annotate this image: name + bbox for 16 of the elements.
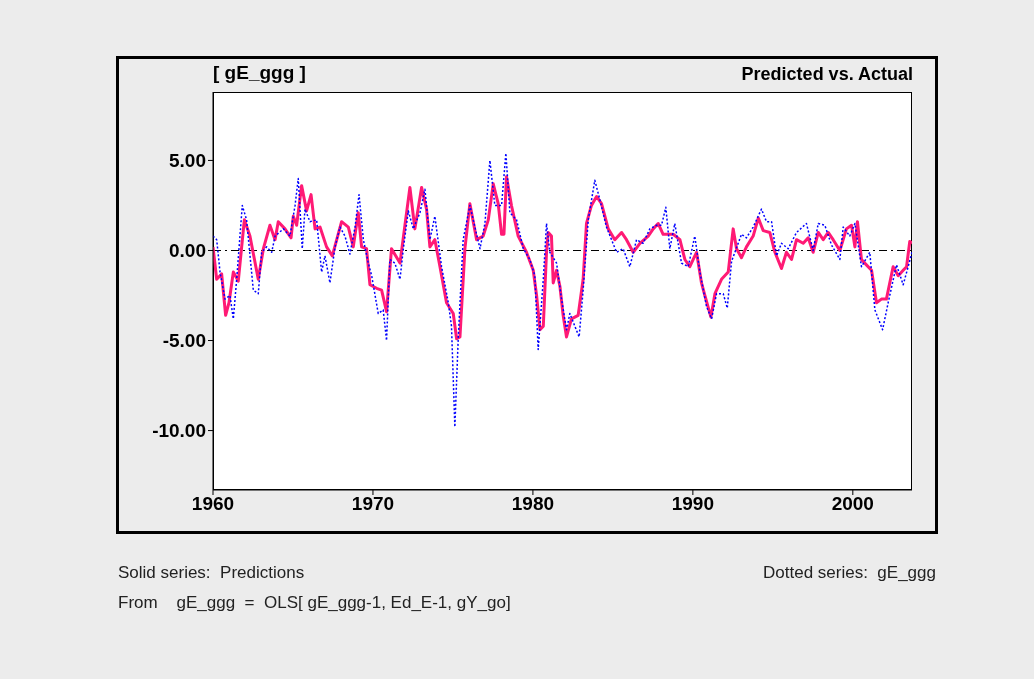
x-tick-label: 1980 <box>511 493 555 515</box>
y-tick-label: 0.00 <box>169 240 206 262</box>
chart-title: Predicted vs. Actual <box>741 64 913 85</box>
x-tick-label: 1970 <box>351 493 395 515</box>
x-tick-label: 2000 <box>831 493 874 515</box>
text: Solid series: Predictions <box>118 563 305 583</box>
y-tick-label: -5.00 <box>162 330 206 352</box>
x-tick-label: 1960 <box>191 493 235 515</box>
text: Dotted series: gE_ggg <box>763 563 936 583</box>
y-tick-label: 5.00 <box>169 150 206 172</box>
text: From gE_ggg = OLS[ gE_ggg-1, Ed_E-1, gY_go] <box>118 593 511 613</box>
line-series <box>213 152 912 428</box>
x-tick-label: 1990 <box>671 493 714 515</box>
y-tick-label: -10.00 <box>152 420 206 442</box>
y-axis-title: [ gE_ggg ] <box>213 62 306 84</box>
line-series <box>213 175 912 341</box>
